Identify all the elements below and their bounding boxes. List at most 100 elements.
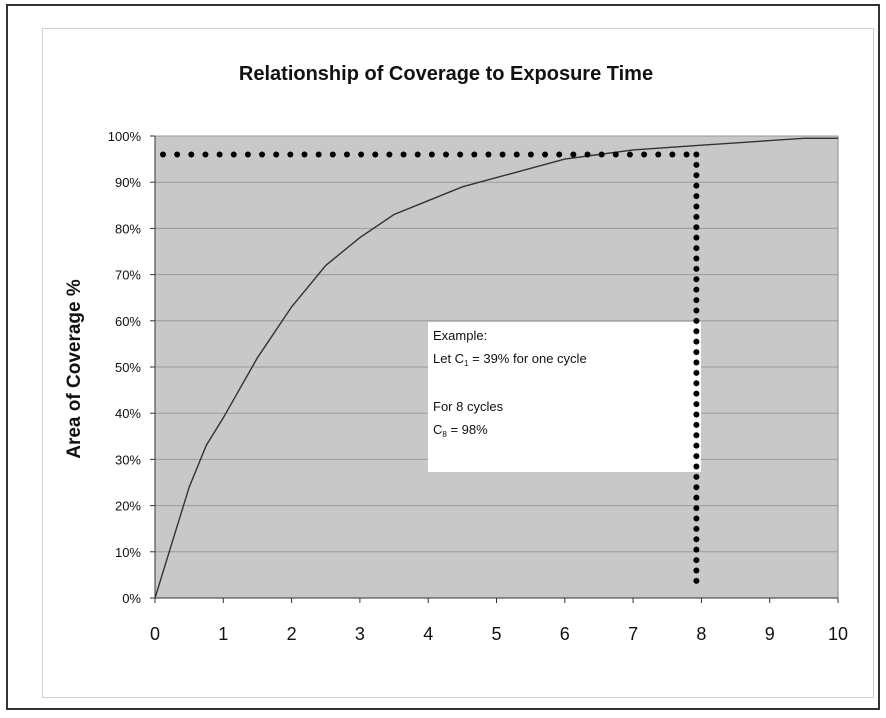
reference-dot	[693, 494, 700, 501]
reference-dot	[693, 369, 700, 376]
y-tick-label: 70%	[115, 268, 141, 283]
reference-dot	[693, 234, 700, 241]
reference-dot	[693, 557, 700, 564]
reference-dot	[570, 151, 577, 158]
reference-dots	[160, 151, 700, 584]
x-tick-label: 7	[628, 624, 638, 644]
y-tick-label: 80%	[115, 221, 141, 236]
reference-dot	[693, 380, 700, 387]
reference-dot	[428, 151, 435, 158]
reference-dot	[693, 203, 700, 210]
reference-dot	[499, 151, 506, 158]
annotation-line-3: For 8 cycles	[433, 399, 504, 414]
reference-dot	[693, 161, 700, 168]
reference-dot	[513, 151, 520, 158]
reference-dot	[287, 151, 294, 158]
x-tick-label: 1	[218, 624, 228, 644]
annotation-line-4-sub: 8	[442, 430, 447, 439]
annotation-line-2-suffix: = 39% for one cycle	[469, 351, 587, 366]
chart-title: Relationship of Coverage to Exposure Tim…	[239, 63, 653, 85]
reference-dot	[693, 172, 700, 179]
reference-dot	[174, 151, 181, 158]
x-tick-labels: 0 1 2 3 4 5 6 7 8 9 10	[150, 624, 848, 644]
reference-dot	[693, 421, 700, 428]
reference-dot	[471, 151, 478, 158]
annotation-line-4-prefix: C	[433, 422, 442, 437]
reference-dot	[683, 151, 690, 158]
reference-dot	[598, 151, 605, 158]
x-tick-label: 10	[828, 624, 848, 644]
reference-dot	[556, 151, 563, 158]
reference-dot	[655, 151, 662, 158]
reference-dot	[301, 151, 308, 158]
reference-dot	[216, 151, 223, 158]
reference-dot	[259, 151, 266, 158]
y-tick-label: 30%	[115, 452, 141, 467]
reference-dot	[414, 151, 421, 158]
reference-dot	[358, 151, 365, 158]
reference-dot	[693, 546, 700, 553]
reference-dot	[329, 151, 336, 158]
reference-dot	[343, 151, 350, 158]
reference-dot	[485, 151, 492, 158]
reference-dot	[693, 453, 700, 460]
reference-dot	[693, 213, 700, 220]
reference-dot	[202, 151, 209, 158]
reference-dot	[315, 151, 322, 158]
axes	[150, 135, 839, 603]
x-tick-label: 9	[765, 624, 775, 644]
reference-dot	[693, 307, 700, 314]
reference-dot	[693, 442, 700, 449]
x-tick-label: 6	[560, 624, 570, 644]
y-tick-label: 0%	[122, 591, 141, 606]
reference-dot	[693, 276, 700, 283]
x-tick-label: 3	[355, 624, 365, 644]
reference-dot	[693, 245, 700, 252]
reference-dot	[693, 505, 700, 512]
reference-dot	[693, 411, 700, 418]
reference-dot	[693, 297, 700, 304]
coverage-curve	[154, 137, 838, 599]
x-tick-label: 8	[696, 624, 706, 644]
y-tick-label: 90%	[115, 175, 141, 190]
reference-dot	[693, 338, 700, 345]
annotation-box: Example: Let C1 = 39% for one cycle For …	[428, 322, 701, 472]
reference-dot	[641, 151, 648, 158]
reference-dot	[693, 463, 700, 470]
reference-dot	[693, 193, 700, 200]
reference-dot	[693, 349, 700, 356]
reference-dot	[693, 328, 700, 335]
reference-dot	[693, 317, 700, 324]
reference-dot	[584, 151, 591, 158]
annotation-line-4-suffix: = 98%	[447, 422, 488, 437]
reference-dot	[693, 151, 700, 158]
x-tick-label: 0	[150, 624, 160, 644]
y-tick-label: 20%	[115, 499, 141, 514]
y-tick-label: 60%	[115, 314, 141, 329]
series-layer	[154, 137, 838, 599]
reference-dot	[527, 151, 534, 158]
annotation-line-2-prefix: Let C	[433, 351, 464, 366]
reference-dot	[693, 536, 700, 543]
reference-dot	[693, 525, 700, 532]
x-tick-label: 5	[491, 624, 501, 644]
reference-dot	[693, 182, 700, 189]
reference-dot	[693, 432, 700, 439]
reference-dot	[542, 151, 549, 158]
reference-dot	[273, 151, 280, 158]
reference-dot	[693, 515, 700, 522]
reference-dot	[612, 151, 619, 158]
reference-dot	[693, 390, 700, 397]
reference-dot	[443, 151, 449, 158]
reference-dot	[693, 265, 700, 272]
reference-dot	[188, 151, 195, 158]
reference-dot	[693, 567, 700, 574]
reference-dot	[693, 255, 700, 262]
reference-dot	[669, 151, 676, 158]
reference-dot	[693, 473, 700, 480]
reference-dot	[693, 224, 700, 231]
reference-dot	[693, 577, 700, 584]
y-tick-label: 50%	[115, 360, 141, 375]
reference-dot	[372, 151, 379, 158]
y-tick-label: 100%	[108, 129, 142, 144]
